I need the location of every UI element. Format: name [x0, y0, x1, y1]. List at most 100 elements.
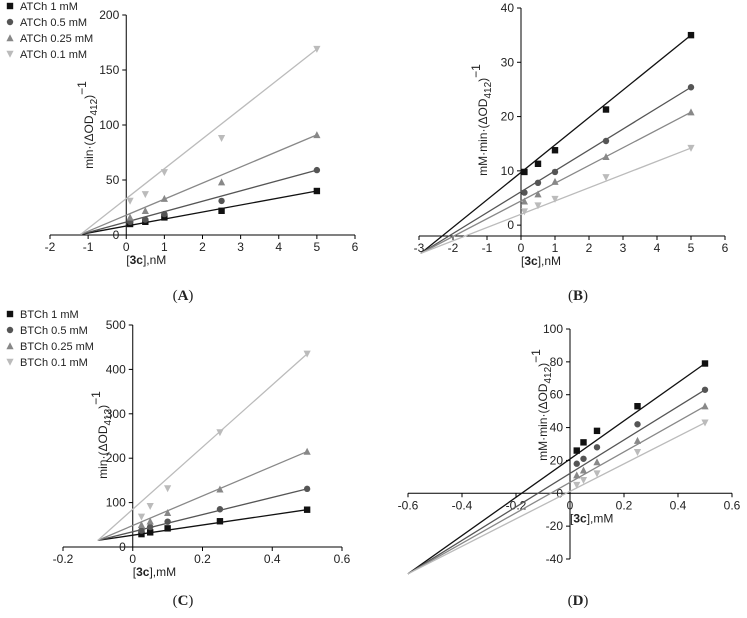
y-axis-label-main: min·(ΔOD	[82, 115, 96, 169]
panel-label-paren: )	[583, 593, 588, 609]
legend-label: ATCh 1 mM	[20, 1, 78, 13]
y-tick-label: 0	[119, 540, 126, 554]
y-axis-label-main: min·(ΔOD	[96, 425, 110, 479]
data-point	[602, 106, 610, 113]
x-tick-label: 0	[518, 241, 525, 255]
data-point	[216, 506, 224, 513]
data-point	[551, 168, 559, 176]
data-point	[551, 147, 559, 154]
x-tick-label: 0	[129, 552, 136, 566]
x-axis-label-bracket: [	[126, 253, 130, 267]
data-point	[593, 470, 601, 478]
y-tick-label: -20	[546, 519, 564, 533]
data-point	[313, 166, 321, 174]
x-tick-label: -0.2	[506, 498, 527, 512]
data-point	[521, 168, 528, 176]
data-point	[160, 169, 168, 177]
y-tick-label: 100	[99, 118, 119, 132]
y-tick-label: 40	[501, 1, 515, 15]
fit-line-2	[80, 169, 318, 236]
y-axis-label-paren: )	[96, 405, 110, 409]
y-axis-label-sup: −1	[75, 81, 89, 95]
x-axis-label-bracket: ]	[149, 565, 152, 579]
data-point	[217, 135, 226, 142]
y-tick-label: 100	[543, 322, 563, 336]
x-axis-label-bracket: ]	[587, 511, 590, 525]
x-tick-label: -0.2	[53, 552, 74, 566]
data-point	[701, 386, 709, 393]
y-tick-label: 200	[106, 451, 126, 465]
x-axis-label: [3c],nM	[521, 254, 561, 268]
data-point	[138, 530, 145, 538]
chart-panel-c: -0.2 0 0.2 0.4 0.6 0 100 200 300 400 500 [3c],mM min…	[6, 309, 351, 609]
data-point	[573, 471, 581, 479]
data-point	[593, 427, 601, 435]
y-tick-label: 300	[106, 407, 126, 421]
fit-line-2	[407, 389, 706, 575]
y-tick-label: 100	[106, 496, 126, 510]
y-axis-label-main: mM·min·(ΔOD	[536, 383, 550, 461]
legend-swatch	[6, 18, 14, 26]
legend-swatch	[6, 326, 14, 334]
legend-label: ATCh 0.25 mM	[20, 33, 93, 45]
y-tick-label: 0	[113, 228, 120, 242]
data-point	[580, 455, 587, 462]
data-point	[534, 160, 542, 167]
y-axis-label-sub: 412	[483, 81, 494, 98]
data-point	[126, 197, 134, 205]
x-tick-label: 5	[688, 241, 695, 255]
panel-label-letter: C	[178, 593, 189, 609]
data-point	[534, 190, 542, 198]
x-axis-label-compound: 3c	[130, 253, 144, 267]
data-point	[633, 449, 642, 457]
y-axis-label-sub: 412	[103, 408, 114, 425]
data-point	[573, 481, 581, 489]
legend-label: BTCh 1 mM	[20, 309, 79, 321]
x-tick-label: -2	[45, 240, 56, 254]
fit-line-3	[80, 134, 318, 236]
y-tick-label: 0	[507, 218, 514, 232]
data-point	[521, 189, 528, 196]
data-point	[146, 529, 154, 536]
data-point	[313, 131, 321, 139]
y-tick-label: 20	[501, 110, 515, 124]
data-point	[218, 207, 225, 214]
y-axis-label: min·(ΔOD412)−1	[89, 391, 114, 479]
panel-label-paren: )	[583, 288, 588, 304]
y-axis-label-sub: 412	[89, 98, 100, 115]
panel-label: (D)	[568, 593, 589, 609]
legend: BTCh 1 mM BTCh 0.5 mM BTCh 0.25 mM BTCh 0.1…	[6, 309, 94, 369]
y-axis-label: mM·min·(ΔOD412)−1	[529, 349, 554, 461]
x-tick-label: -3	[414, 241, 425, 255]
data-point	[579, 466, 588, 474]
data-point	[579, 476, 588, 484]
data-point	[687, 84, 695, 91]
panel-label: (B)	[568, 288, 588, 304]
x-tick-label: 3	[620, 241, 627, 255]
legend: ATCh 1 mM ATCh 0.5 mM ATCh 0.25 mM ATCh 0.1…	[6, 1, 93, 61]
data-point	[534, 179, 542, 186]
data-point	[137, 513, 146, 521]
data-point	[126, 213, 134, 221]
data-point	[534, 202, 542, 210]
x-axis-label-bracket: [	[570, 511, 574, 525]
data-point	[701, 419, 709, 427]
data-point	[602, 152, 610, 160]
x-tick-label: 0.4	[670, 498, 687, 512]
y-axis-label-paren: )	[82, 95, 96, 99]
y-axis-label-sub: 412	[543, 366, 554, 383]
data-point	[216, 518, 224, 525]
x-axis-label-compound: 3c	[573, 511, 587, 525]
data-point	[141, 191, 149, 199]
x-axis-label-unit: ,mM	[153, 565, 176, 579]
data-point	[218, 197, 225, 205]
panel-label-paren: (	[568, 288, 573, 304]
data-point	[142, 216, 149, 223]
data-point	[687, 144, 695, 152]
y-tick-label: 40	[550, 421, 564, 435]
fit-line-2	[97, 488, 308, 541]
data-point	[303, 506, 311, 513]
fit-line-1	[97, 509, 308, 541]
x-tick-label: 0	[567, 498, 574, 512]
